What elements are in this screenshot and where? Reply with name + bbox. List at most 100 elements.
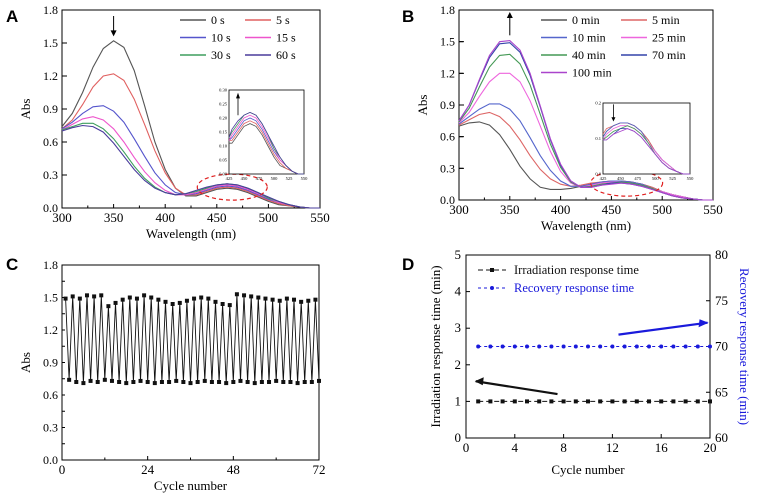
x-tick-label: 550: [703, 202, 723, 217]
series-line-0: [61, 40, 320, 209]
inset-x-tick-label: 550: [301, 176, 309, 181]
inset-y-tick-label: 0.20: [219, 116, 228, 121]
series-point: [659, 399, 664, 404]
cycling-point: [259, 380, 264, 384]
cycling-point: [213, 299, 218, 304]
y-axis-label: Abs: [18, 352, 33, 373]
series-point: [488, 399, 493, 404]
cycling-point: [220, 302, 225, 306]
arrow-head: [506, 12, 513, 18]
cycling-point: [184, 298, 189, 303]
inset-y-tick-label: 0.0: [595, 172, 601, 177]
y-axis-label: Abs: [18, 99, 33, 120]
y-tick-label: 0.9: [43, 356, 58, 370]
x-tick-label: 400: [155, 210, 175, 225]
cycling-point: [124, 381, 129, 386]
y-tick-label: 1.2: [440, 66, 455, 80]
cycling-point: [267, 380, 272, 384]
y-tick-label: 0.6: [43, 135, 58, 149]
cycling-point: [174, 378, 179, 383]
cycling-point: [249, 294, 254, 299]
legend-label: 40 min: [572, 48, 606, 62]
inset-y-tick-label: 0.10: [219, 144, 228, 149]
legend-label: 10 s: [211, 31, 231, 45]
inset-x-tick-label: 500: [652, 176, 660, 181]
cycling-point: [245, 380, 250, 384]
cycling-point: [292, 297, 297, 302]
inset-y-tick-label: 0.2: [595, 101, 601, 106]
series-point: [512, 399, 517, 404]
cycling-point: [102, 377, 107, 382]
y-tick-label: 0.0: [43, 453, 58, 467]
inset-plot: 425 450 475 500 525 550 0.00 0.05 0.10 0.15 0.20 0.…: [219, 88, 308, 182]
series-point: [708, 344, 712, 349]
cycling-point: [127, 295, 132, 300]
inset-x-tick-label: 500: [271, 176, 279, 181]
legend-label: 15 s: [276, 31, 296, 45]
cycling-point: [63, 296, 68, 301]
series-point: [634, 344, 639, 349]
x-tick-label: 500: [259, 210, 279, 225]
x-axis-label: Cycle number: [154, 478, 228, 493]
cycling-point: [95, 380, 100, 384]
inset-x-tick-label: 550: [687, 176, 695, 181]
inset-x-tick-label: 475: [634, 176, 642, 181]
cycling-point: [70, 294, 75, 299]
cycling-point: [188, 381, 193, 386]
arrow-left-shaft: [475, 380, 558, 396]
y-tick-label: 1.5: [440, 35, 455, 49]
y-tick-label: 1.2: [43, 323, 58, 337]
x-tick-label: 300: [449, 202, 469, 217]
y2-tick-label: 75: [715, 293, 728, 308]
y-tick-label: 0.0: [43, 201, 58, 215]
inset-arrow-head: [236, 92, 240, 99]
y-tick-label: 0.6: [440, 130, 455, 144]
series-point: [476, 399, 481, 404]
x-tick-label: 300: [52, 210, 72, 225]
series-point: [708, 399, 712, 404]
cycling-point: [231, 380, 236, 384]
legend-label: 0 min: [572, 13, 600, 27]
y-tick-label: 0.9: [43, 102, 58, 116]
x-tick-label: 350: [104, 210, 124, 225]
y-tick-label: 1.5: [43, 291, 58, 305]
cycling-point: [152, 381, 157, 386]
inset-x-tick-label: 525: [286, 176, 294, 181]
cycling-point: [227, 303, 232, 308]
cycling-point: [224, 381, 229, 386]
legend-label: 25 min: [652, 31, 686, 45]
cycling-point: [106, 304, 111, 309]
series-point: [549, 399, 554, 404]
x-tick-label: 16: [655, 440, 669, 455]
x-tick-label: 8: [560, 440, 567, 455]
series-point: [525, 399, 529, 404]
legend-label: Recovery response time: [514, 281, 635, 295]
cycling-point: [209, 380, 214, 384]
x-tick-label: 48: [227, 462, 240, 477]
legend-label: 5 min: [652, 13, 680, 27]
series-line-5: [61, 124, 320, 209]
y-tick-label: 0.6: [43, 388, 58, 402]
cycling-point: [113, 300, 118, 305]
series-point: [671, 344, 676, 349]
y-tick-label: 3: [455, 320, 462, 335]
y-tick-label: 1.5: [43, 36, 58, 50]
inset-y-tick-label: 0.25: [219, 102, 228, 107]
cycling-point: [92, 294, 97, 299]
y-axis-label: Irradiation response time (min): [428, 265, 443, 427]
panel-letter: D: [402, 255, 414, 274]
legend-label: 30 s: [211, 48, 231, 62]
inset-series-line-5: [228, 111, 304, 175]
series-point: [683, 399, 688, 404]
cycling-point: [317, 378, 321, 383]
series-point: [647, 399, 651, 404]
series-point: [537, 399, 542, 404]
cycling-point: [288, 380, 293, 384]
x-tick-label: 24: [141, 462, 155, 477]
inset-plot: 425 450 475 500 525 550 0.0 0.1 0.2: [595, 101, 694, 182]
cycling-point: [177, 300, 182, 305]
cycling-point: [170, 302, 175, 306]
x-tick-label: 72: [313, 462, 326, 477]
series-point: [500, 344, 505, 349]
